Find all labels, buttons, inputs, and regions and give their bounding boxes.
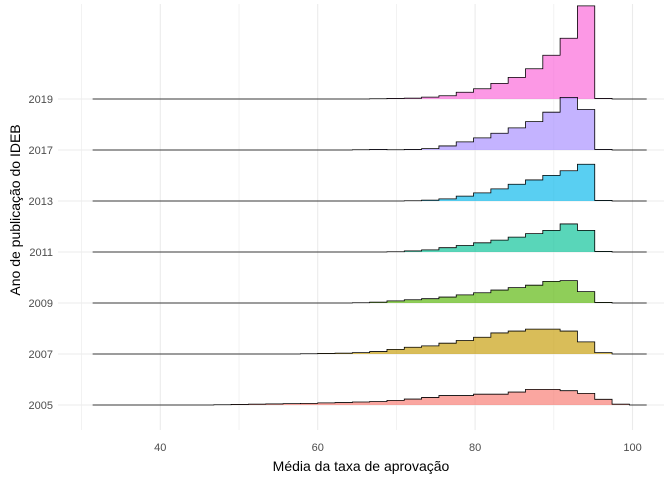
x-axis-ticks: 40 60 80 100: [154, 442, 642, 454]
ridge-2009: [92, 280, 647, 304]
y-tick-label: 2005: [29, 400, 53, 412]
ridge-outline-2017: [92, 96, 647, 151]
ridge-outline-2007: [92, 328, 647, 355]
ridge-2005: [92, 388, 647, 406]
y-tick-label: 2013: [29, 196, 53, 208]
ridge-fill-2009: [92, 280, 647, 303]
y-tick-label: 2009: [29, 298, 53, 310]
ridge-2007: [92, 328, 647, 355]
x-axis-title: Média da taxa de aprovação: [273, 458, 450, 474]
x-tick-label: 80: [469, 442, 481, 454]
ridge-2013: [92, 163, 647, 202]
x-tick-label: 40: [154, 442, 166, 454]
ridge-fill-2017: [92, 97, 647, 150]
x-tick-label: 60: [312, 442, 324, 454]
x-tick-label: 100: [623, 442, 641, 454]
ridge-fill-2019: [92, 5, 647, 100]
ridge-fill-2007: [92, 329, 647, 354]
y-axis-ticks: 2005 2007 2009 2011 2013 2017 2019: [29, 94, 53, 412]
ridge-outline-2013: [92, 163, 647, 202]
ridge-outline-2011: [92, 223, 647, 253]
y-tick-label: 2007: [29, 349, 53, 361]
ridge-2017: [92, 96, 647, 151]
ridge-outline-2005: [92, 388, 647, 406]
ridge-2019: [92, 5, 647, 100]
ridge-outline-2019: [92, 5, 647, 100]
ridge-outline-2009: [92, 280, 647, 304]
y-tick-label: 2017: [29, 145, 53, 157]
ridges: [92, 5, 647, 406]
y-tick-label: 2011: [29, 247, 53, 259]
ridge-2011: [92, 223, 647, 253]
y-tick-label: 2019: [29, 94, 53, 106]
ridge-fill-2011: [92, 223, 647, 252]
ridge-fill-2005: [92, 389, 647, 405]
y-axis-title: Ano de publicação do IDEB: [7, 124, 23, 295]
ridge-fill-2013: [92, 164, 647, 201]
